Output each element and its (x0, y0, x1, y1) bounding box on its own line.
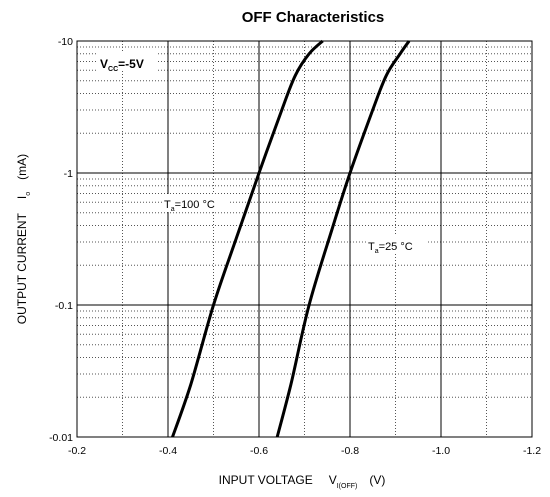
y-axis-symbol: I (15, 196, 29, 199)
y-tick-labels: -0.01 -0.1 -1 -10 (49, 36, 73, 444)
series-label-25c-sub: a (375, 248, 379, 255)
x-tick-label: -0.4 (159, 445, 177, 457)
chart-title: OFF Characteristics (242, 9, 385, 26)
x-axis-unit: (V) (369, 473, 385, 487)
x-tick-label: -1.0 (432, 445, 450, 457)
series-label-25c: Ta=25 °C (366, 236, 428, 255)
svg-text:Ta=25 °C: Ta=25 °C (368, 241, 413, 255)
x-axis-symbol: V (329, 473, 337, 487)
series-line-100c (171, 39, 324, 438)
condition-sub: CC (108, 66, 118, 73)
condition-symbol: V (100, 57, 108, 71)
series-label-25c-rest: =25 °C (379, 241, 413, 253)
series-layer (171, 39, 411, 438)
y-tick-label: -0.01 (49, 432, 73, 444)
x-axis-symbol-sub: I(OFF) (337, 483, 358, 490)
condition-value: =-5V (118, 57, 144, 71)
x-axis-label: INPUT VOLTAGE VI(OFF) (V) (219, 473, 386, 490)
series-line-25c (275, 40, 411, 438)
y-axis-label: OUTPUT CURRENT Io (mA) (15, 154, 32, 324)
x-tick-labels: -0.2 -0.4 -0.6 -0.8 -1.0 -1.2 (68, 445, 541, 457)
major-grid (76, 40, 533, 438)
y-tick-label: -1 (64, 168, 73, 180)
x-axis-label-text: INPUT VOLTAGE (219, 473, 313, 487)
x-tick-label: -0.6 (250, 445, 268, 457)
series-label-25c-main: T (368, 241, 375, 253)
x-tick-label: -1.2 (523, 445, 541, 457)
y-tick-label: -0.1 (55, 300, 73, 312)
y-tick-label: -10 (58, 36, 73, 48)
x-tick-label: -0.8 (341, 445, 359, 457)
y-axis-symbol-sub: o (25, 192, 32, 196)
series-label-100c-rest: =100 °C (175, 199, 215, 211)
y-axis-label-text: OUTPUT CURRENT (15, 212, 29, 324)
condition-annotation: VCC=-5V (98, 53, 156, 73)
series-label-100c-sub: a (171, 206, 175, 213)
x-tick-label: -0.2 (68, 445, 86, 457)
series-label-100c: Ta=100 °C (162, 194, 230, 213)
y-axis-unit: (mA) (15, 154, 29, 180)
svg-text:VCC=-5V: VCC=-5V (100, 57, 144, 73)
svg-text:Ta=100 °C: Ta=100 °C (164, 199, 215, 213)
series-label-100c-main: T (164, 199, 171, 211)
